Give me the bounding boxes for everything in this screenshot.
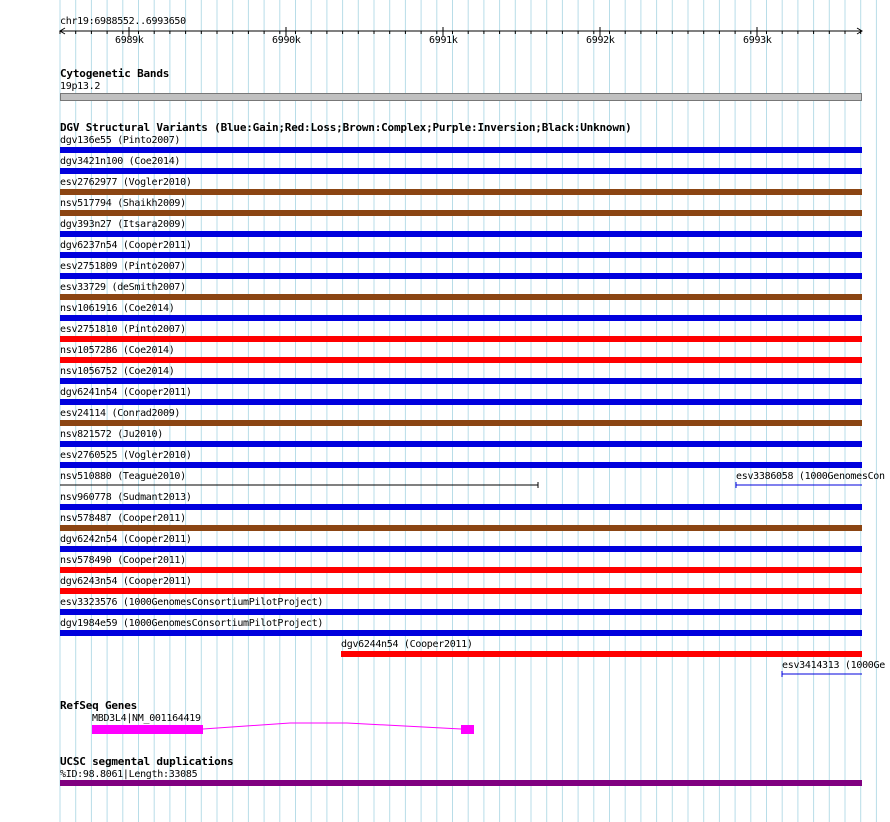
- dgv-feature-label[interactable]: esv3414313 (1000Ge: [782, 660, 885, 671]
- cytoband-track-title[interactable]: Cytogenetic Bands: [60, 67, 170, 80]
- dgv-feature-bar[interactable]: [60, 336, 862, 342]
- dgv-feature-bar[interactable]: [60, 441, 862, 447]
- dgv-feature-label[interactable]: nsv1057286 (Coe2014): [60, 345, 175, 356]
- dgv-feature-bar[interactable]: [0, 479, 890, 491]
- dgv-feature-bar[interactable]: [60, 315, 862, 321]
- segdup-track-title[interactable]: UCSC segmental duplications: [60, 755, 234, 768]
- dgv-feature-label[interactable]: esv2751809 (Pinto2007): [60, 261, 186, 272]
- dgv-feature-bar[interactable]: [60, 399, 862, 405]
- dgv-feature-bar[interactable]: [60, 210, 862, 216]
- dgv-feature-bar[interactable]: [60, 168, 862, 174]
- dgv-feature-label[interactable]: dgv1984e59 (1000GenomesConsortiumPilotPr…: [60, 618, 324, 629]
- dgv-feature-label[interactable]: esv2762977 (Vogler2010): [60, 177, 192, 188]
- dgv-feature-bar[interactable]: [60, 420, 862, 426]
- ruler-position: chr19:6988552..6993650: [60, 16, 186, 27]
- refseq-track-title[interactable]: RefSeq Genes: [60, 699, 138, 712]
- dgv-feature-bar[interactable]: [60, 504, 862, 510]
- dgv-feature-label[interactable]: dgv6242n54 (Cooper2011): [60, 534, 192, 545]
- dgv-feature-bar[interactable]: [341, 651, 862, 657]
- dgv-feature-bar[interactable]: [60, 567, 862, 573]
- refseq-gene-model[interactable]: [0, 715, 890, 740]
- dgv-feature-bar[interactable]: [60, 231, 862, 237]
- dgv-feature-bar[interactable]: [60, 252, 862, 258]
- dgv-feature-label[interactable]: dgv136e55 (Pinto2007): [60, 135, 181, 146]
- segdup-bar[interactable]: [60, 780, 862, 786]
- dgv-feature-bar[interactable]: [60, 147, 862, 153]
- dgv-feature-label[interactable]: nsv960778 (Sudmant2013): [60, 492, 192, 503]
- dgv-feature-label[interactable]: dgv6243n54 (Cooper2011): [60, 576, 192, 587]
- dgv-feature-label[interactable]: nsv1056752 (Coe2014): [60, 366, 175, 377]
- ruler-tick-label: 6990k: [272, 35, 301, 46]
- ruler-tick-label: 6993k: [743, 35, 772, 46]
- dgv-feature-label[interactable]: nsv578490 (Cooper2011): [60, 555, 186, 566]
- dgv-feature-bar[interactable]: [60, 588, 862, 594]
- dgv-feature-label[interactable]: esv33729 (deSmith2007): [60, 282, 186, 293]
- dgv-feature-bar[interactable]: [60, 378, 862, 384]
- dgv-feature-bar[interactable]: [60, 546, 862, 552]
- dgv-feature-bar[interactable]: [60, 273, 862, 279]
- ruler-tick-label: 6989k: [115, 35, 144, 46]
- dgv-feature-bar[interactable]: [60, 525, 862, 531]
- dgv-feature-label[interactable]: nsv821572 (Ju2010): [60, 429, 163, 440]
- dgv-feature-label[interactable]: nsv1061916 (Coe2014): [60, 303, 175, 314]
- refseq-gene-label[interactable]: MBD3L4|NM_001164419: [92, 713, 201, 724]
- dgv-feature-label[interactable]: dgv6244n54 (Cooper2011): [341, 639, 473, 650]
- dgv-track-title[interactable]: DGV Structural Variants (Blue:Gain;Red:L…: [60, 121, 632, 134]
- dgv-feature-bar[interactable]: [60, 609, 862, 615]
- dgv-feature-bar[interactable]: [60, 189, 862, 195]
- dgv-feature-label[interactable]: nsv517794 (Shaikh2009): [60, 198, 186, 209]
- dgv-feature-label[interactable]: dgv3421n100 (Coe2014): [60, 156, 181, 167]
- dgv-feature-label[interactable]: esv2751810 (Pinto2007): [60, 324, 186, 335]
- dgv-feature-label[interactable]: esv2760525 (Vogler2010): [60, 450, 192, 461]
- dgv-feature-label[interactable]: esv3386058 (1000GenomesCon: [736, 471, 885, 482]
- dgv-feature-bar[interactable]: [0, 668, 890, 680]
- cytoband-label[interactable]: 19p13.2: [60, 81, 101, 92]
- dgv-feature-bar[interactable]: [60, 294, 862, 300]
- segdup-label[interactable]: %ID:98.8061|Length:33085: [60, 769, 198, 780]
- dgv-feature-label[interactable]: esv24114 (Conrad2009): [60, 408, 181, 419]
- dgv-feature-label[interactable]: esv3323576 (1000GenomesConsortiumPilotPr…: [60, 597, 324, 608]
- dgv-feature-label[interactable]: dgv6241n54 (Cooper2011): [60, 387, 192, 398]
- cytoband-bar[interactable]: [60, 93, 862, 101]
- ruler-tick-label: 6992k: [586, 35, 615, 46]
- dgv-feature-bar[interactable]: [60, 357, 862, 363]
- dgv-feature-label[interactable]: dgv393n27 (Itsara2009): [60, 219, 186, 230]
- dgv-feature-label[interactable]: dgv6237n54 (Cooper2011): [60, 240, 192, 251]
- ruler-tick-label: 6991k: [429, 35, 458, 46]
- dgv-feature-label[interactable]: nsv578487 (Cooper2011): [60, 513, 186, 524]
- dgv-feature-bar[interactable]: [60, 462, 862, 468]
- ruler: [59, 27, 863, 36]
- dgv-feature-bar[interactable]: [60, 630, 862, 636]
- dgv-feature-label[interactable]: nsv510880 (Teague2010): [60, 471, 186, 482]
